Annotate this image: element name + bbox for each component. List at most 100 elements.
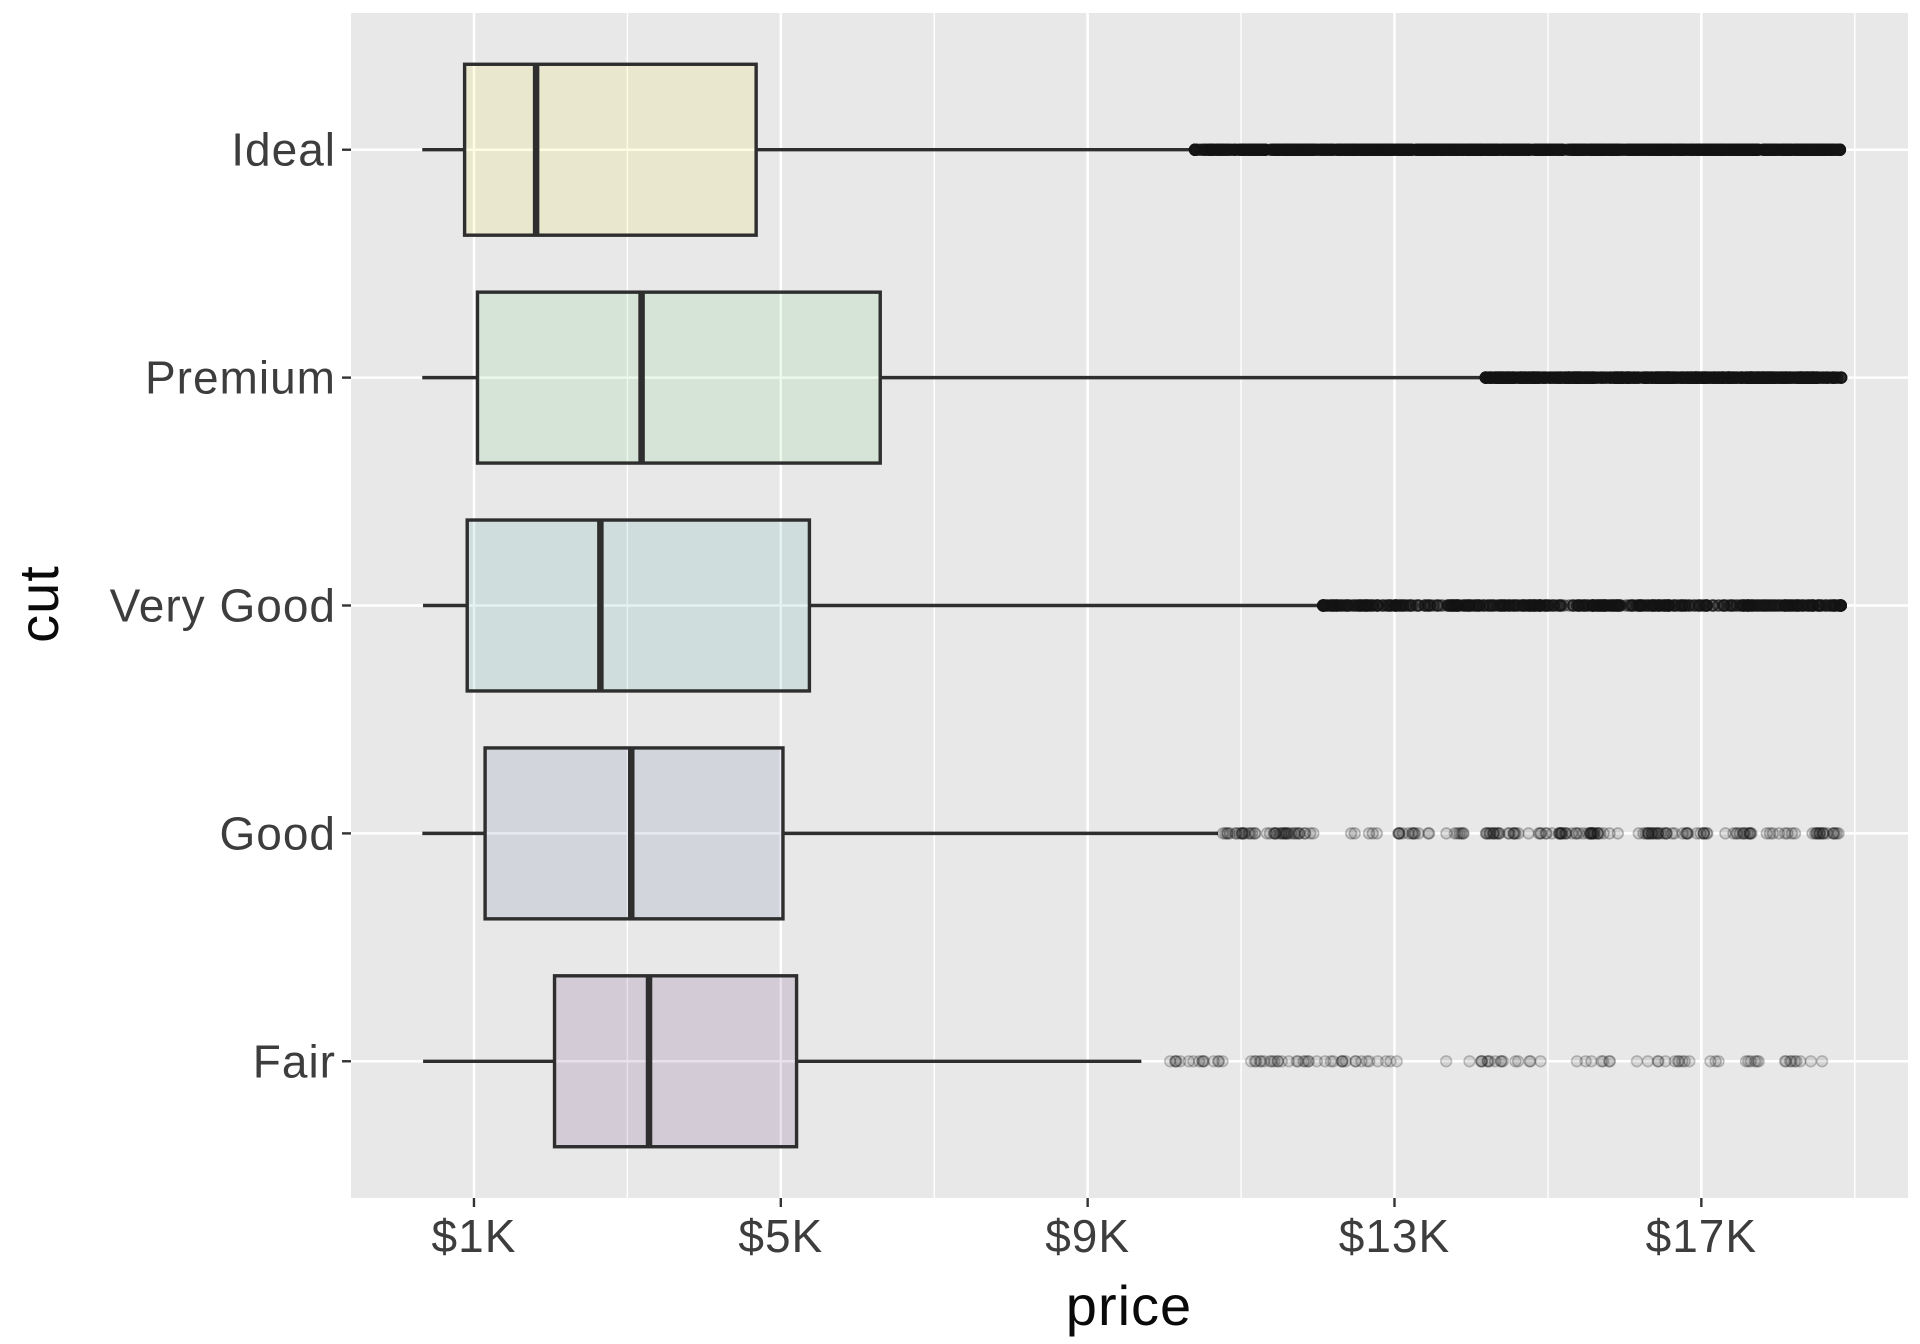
outlier-point <box>1652 599 1666 612</box>
x-axis: $1K $5K $9K $13K $17K <box>432 1198 1756 1262</box>
outlier-point <box>1503 143 1516 156</box>
y-tick-label-fair: Fair <box>253 1035 336 1087</box>
outlier-point <box>1390 599 1403 612</box>
outlier-point <box>1546 599 1559 612</box>
outlier-point <box>1469 599 1482 612</box>
outlier-point <box>1575 599 1589 612</box>
outlier-point <box>1804 599 1817 612</box>
outlier-point <box>1590 599 1603 612</box>
outlier-point <box>1775 599 1788 612</box>
outlier-point <box>1393 599 1407 612</box>
outlier-point <box>1662 599 1675 612</box>
outlier-point <box>1790 599 1804 612</box>
outlier-point <box>1360 599 1373 612</box>
outlier-point <box>1765 599 1778 612</box>
outlier-point <box>1680 143 1694 156</box>
outlier-point <box>1453 599 1467 612</box>
outlier-point <box>1451 599 1465 612</box>
outlier-point <box>1800 599 1814 612</box>
outlier-point <box>1360 599 1373 612</box>
box-premium <box>475 290 882 465</box>
outlier-point <box>1522 827 1535 840</box>
outlier-point <box>1635 599 1648 612</box>
box-very-good <box>465 518 812 693</box>
outlier-point <box>1566 599 1580 612</box>
outlier-point <box>1739 1055 1753 1068</box>
outlier-point <box>1622 143 1636 156</box>
outlier-point <box>1780 599 1793 612</box>
outlier-point <box>1815 1055 1829 1068</box>
outlier-point <box>1459 599 1473 612</box>
outlier-point <box>1768 599 1782 612</box>
outlier-point <box>1393 143 1406 156</box>
outlier-point <box>1603 371 1617 384</box>
outlier-point <box>1591 599 1605 612</box>
outlier-point <box>1711 599 1725 612</box>
outlier-point <box>1353 599 1366 612</box>
outlier-point <box>1593 599 1607 612</box>
outlier-point <box>1502 827 1515 840</box>
outlier-point <box>1364 143 1378 156</box>
outlier-point <box>1598 599 1611 612</box>
outlier-point <box>1632 599 1646 612</box>
outlier-point <box>1658 371 1671 384</box>
outlier-point <box>1597 599 1611 612</box>
outlier-point <box>1552 143 1566 156</box>
outlier-point <box>1606 599 1620 612</box>
outlier-point <box>1570 143 1583 156</box>
outlier-point <box>1382 599 1395 612</box>
outlier-point <box>1237 143 1250 156</box>
outlier-point <box>1334 599 1348 612</box>
outlier-point <box>1539 599 1552 612</box>
outlier-point <box>1469 599 1482 612</box>
outlier-point <box>1169 1055 1182 1068</box>
outlier-point <box>1700 827 1713 840</box>
outlier-point <box>1463 599 1476 612</box>
outlier-point <box>1686 599 1699 612</box>
outlier-point <box>1816 827 1830 840</box>
outlier-point <box>1318 143 1331 156</box>
outlier-point <box>1811 599 1825 612</box>
outlier-point <box>1496 599 1509 612</box>
outlier-point <box>1803 371 1816 384</box>
outlier-point <box>1328 599 1342 612</box>
outlier-point <box>1518 371 1532 384</box>
boxplot-premium <box>422 290 1484 465</box>
outlier-point <box>1718 599 1731 612</box>
outlier-point <box>1525 599 1538 612</box>
outlier-point <box>1823 599 1836 612</box>
outlier-point <box>1523 1055 1536 1068</box>
outlier-point <box>1353 599 1367 612</box>
outlier-point <box>1329 599 1342 612</box>
outlier-point <box>1676 1055 1689 1068</box>
boxplot-very-good <box>423 518 1322 693</box>
outlier-point <box>1610 599 1623 612</box>
outlier-point <box>1638 143 1651 156</box>
outlier-point <box>1333 143 1346 156</box>
outlier-point <box>1466 599 1479 612</box>
outlier-point <box>1404 599 1417 612</box>
outlier-point <box>1570 599 1584 612</box>
outlier-point <box>1721 371 1735 384</box>
outlier-point <box>1602 1055 1616 1068</box>
outlier-point <box>1586 599 1600 612</box>
outlier-point <box>1693 599 1706 612</box>
outlier-point <box>1409 599 1423 612</box>
outlier-point <box>1553 371 1566 384</box>
outlier-point <box>1366 599 1380 612</box>
outlier-point <box>1534 143 1547 156</box>
outlier-point <box>1221 827 1234 840</box>
boxplots <box>422 62 1484 1149</box>
outlier-point <box>1834 599 1848 612</box>
outlier-point <box>1642 599 1656 612</box>
outlier-point <box>1570 371 1583 384</box>
outlier-point <box>1333 599 1346 612</box>
outlier-point <box>1735 599 1748 612</box>
outlier-point <box>1464 599 1477 612</box>
outlier-point <box>1493 599 1507 612</box>
outlier-point <box>1451 599 1464 612</box>
outlier-point <box>1832 599 1845 612</box>
outlier-point <box>1384 599 1397 612</box>
outlier-point <box>1316 599 1330 612</box>
outlier-point <box>1579 599 1592 612</box>
